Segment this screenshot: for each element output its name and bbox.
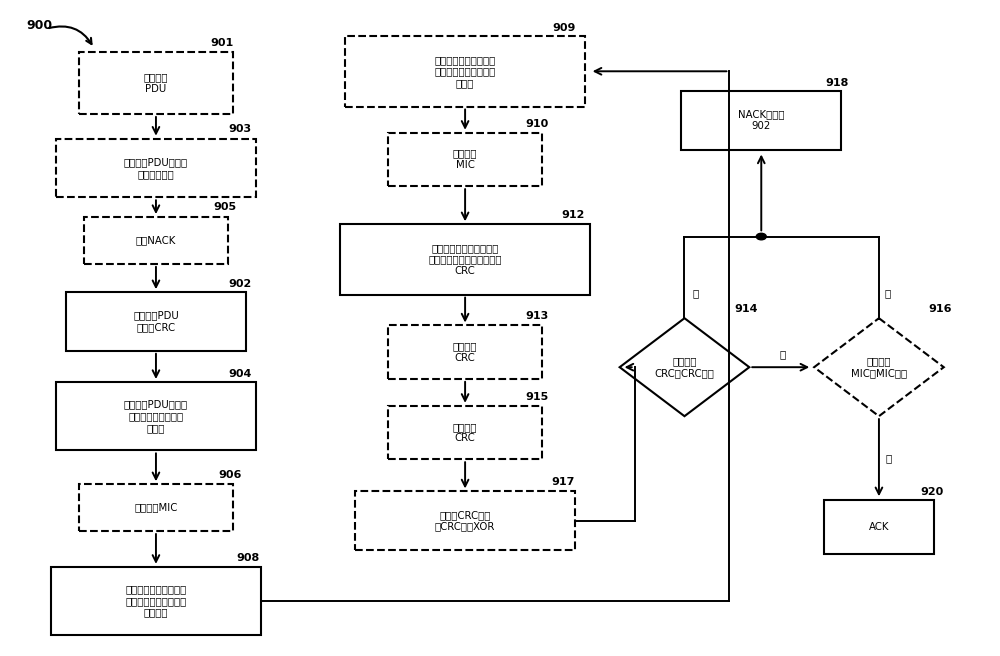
Text: 909: 909 <box>553 23 576 33</box>
Text: 906: 906 <box>219 470 242 480</box>
Bar <box>79 484 233 531</box>
Text: 901: 901 <box>211 39 234 49</box>
Bar <box>340 224 590 295</box>
Text: 918: 918 <box>825 77 848 88</box>
Text: 908: 908 <box>237 553 260 563</box>
Bar <box>355 491 575 550</box>
Text: 基于软组合的经解密有效
载荷和第一密码流生成第二
CRC: 基于软组合的经解密有效 载荷和第一密码流生成第二 CRC <box>428 243 502 276</box>
Bar <box>56 382 256 451</box>
Text: 903: 903 <box>229 124 252 134</box>
Bar <box>388 405 542 459</box>
Text: 发送NACK: 发送NACK <box>136 236 176 245</box>
Text: 是: 是 <box>779 350 785 359</box>
Bar <box>84 217 228 264</box>
Text: ACK: ACK <box>869 522 889 532</box>
Bar <box>824 501 934 554</box>
Bar <box>388 133 542 186</box>
Text: 将第三CRC和第
四CRC进行XOR: 将第三CRC和第 四CRC进行XOR <box>435 510 495 531</box>
Text: 否: 否 <box>692 289 699 298</box>
Text: 910: 910 <box>525 119 548 129</box>
Bar <box>51 567 261 636</box>
Text: 900: 900 <box>26 19 52 32</box>
Text: 接收一组
PDU: 接收一组 PDU <box>144 72 168 94</box>
Bar <box>66 292 246 351</box>
Text: 916: 916 <box>929 304 952 314</box>
Text: 915: 915 <box>525 392 548 402</box>
Bar <box>681 91 841 150</box>
Text: 通过第二
MIC的MIC校验: 通过第二 MIC的MIC校验 <box>851 356 907 378</box>
Text: 905: 905 <box>214 203 237 213</box>
Text: 解密每个PDU以获得
解密有效载荷: 解密每个PDU以获得 解密有效载荷 <box>124 157 188 179</box>
Text: 将有效载荷报头附加到
软组合数据并且零填充
密码流: 将有效载荷报头附加到 软组合数据并且零填充 密码流 <box>434 54 496 88</box>
Bar <box>388 325 542 379</box>
Bar <box>56 138 256 197</box>
Text: 914: 914 <box>734 304 758 314</box>
Bar <box>345 36 585 106</box>
Text: 920: 920 <box>921 487 944 497</box>
Text: 接收第一PDU
和第一CRC: 接收第一PDU 和第一CRC <box>133 311 179 333</box>
Text: 将经解密第一有效载荷
与经解密有效载荷集进
行软组合: 将经解密第一有效载荷 与经解密有效载荷集进 行软组合 <box>125 584 187 618</box>
Text: 是: 是 <box>886 454 892 464</box>
Text: 通过第二
CRC的CRC校验: 通过第二 CRC的CRC校验 <box>655 356 714 378</box>
Circle shape <box>756 234 766 240</box>
Text: 解密第一PDU以获得
第一有效载荷和第一
密码流: 解密第一PDU以获得 第一有效载荷和第一 密码流 <box>124 400 188 433</box>
Text: 912: 912 <box>562 210 585 220</box>
Text: 913: 913 <box>525 312 548 321</box>
Text: 获得第一MIC: 获得第一MIC <box>134 502 178 512</box>
Text: 生成第四
CRC: 生成第四 CRC <box>453 422 477 443</box>
Polygon shape <box>620 318 749 416</box>
Text: 否: 否 <box>885 289 891 298</box>
Text: 生成第三
CRC: 生成第三 CRC <box>453 341 477 363</box>
Text: NACK；转到
902: NACK；转到 902 <box>738 110 785 131</box>
Text: 917: 917 <box>552 477 575 487</box>
Polygon shape <box>814 318 944 416</box>
Bar <box>79 52 233 114</box>
Text: 902: 902 <box>229 279 252 289</box>
Text: 生成第二
MIC: 生成第二 MIC <box>453 149 477 171</box>
Text: 904: 904 <box>229 369 252 379</box>
